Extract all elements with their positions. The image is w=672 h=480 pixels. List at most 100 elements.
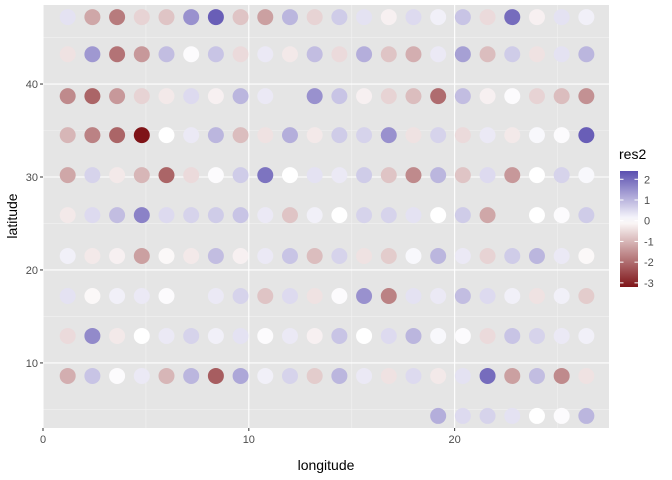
y-tick-label: 30 bbox=[26, 172, 38, 184]
data-point bbox=[578, 46, 595, 63]
data-point bbox=[405, 327, 422, 344]
data-point bbox=[553, 207, 570, 224]
data-point bbox=[356, 88, 373, 105]
data-point bbox=[183, 9, 200, 26]
data-point bbox=[553, 248, 570, 265]
data-point bbox=[454, 88, 471, 105]
data-point bbox=[158, 287, 175, 304]
data-point bbox=[331, 88, 348, 105]
data-point bbox=[380, 367, 397, 384]
data-point bbox=[553, 127, 570, 144]
legend-label: 1 bbox=[644, 195, 650, 207]
data-point bbox=[380, 327, 397, 344]
data-point bbox=[528, 327, 545, 344]
data-point bbox=[331, 367, 348, 384]
data-point bbox=[109, 46, 126, 63]
data-point bbox=[59, 248, 76, 265]
data-point bbox=[281, 9, 298, 26]
data-point bbox=[405, 207, 422, 224]
data-point bbox=[133, 9, 150, 26]
data-point bbox=[306, 46, 323, 63]
legend-title: res2 bbox=[619, 146, 646, 162]
data-point bbox=[109, 127, 126, 144]
y-tick-label: 10 bbox=[26, 358, 38, 370]
data-point bbox=[528, 367, 545, 384]
data-point bbox=[84, 248, 101, 265]
data-point bbox=[553, 167, 570, 184]
data-point bbox=[183, 88, 200, 105]
y-tick-label: 20 bbox=[26, 265, 38, 277]
data-point bbox=[578, 287, 595, 304]
data-point bbox=[109, 9, 126, 26]
data-point bbox=[306, 88, 323, 105]
data-point bbox=[59, 9, 76, 26]
data-point bbox=[133, 367, 150, 384]
data-point bbox=[281, 287, 298, 304]
data-point bbox=[59, 327, 76, 344]
data-point bbox=[232, 248, 249, 265]
data-point bbox=[578, 88, 595, 105]
data-point bbox=[232, 367, 249, 384]
data-point bbox=[454, 327, 471, 344]
data-point bbox=[257, 127, 274, 144]
data-point bbox=[479, 9, 496, 26]
data-point bbox=[479, 88, 496, 105]
data-point bbox=[232, 46, 249, 63]
data-point bbox=[109, 248, 126, 265]
data-point bbox=[257, 88, 274, 105]
data-point bbox=[553, 287, 570, 304]
data-point bbox=[356, 327, 373, 344]
data-point bbox=[430, 248, 447, 265]
data-point bbox=[553, 9, 570, 26]
data-point bbox=[257, 327, 274, 344]
data-point bbox=[504, 287, 521, 304]
data-point bbox=[84, 88, 101, 105]
data-point bbox=[232, 167, 249, 184]
y-tick-label: 40 bbox=[26, 79, 38, 91]
data-point bbox=[84, 127, 101, 144]
data-point bbox=[553, 407, 570, 424]
data-point bbox=[405, 367, 422, 384]
data-point bbox=[504, 127, 521, 144]
data-point bbox=[257, 367, 274, 384]
x-tick-label: 0 bbox=[40, 434, 46, 446]
data-point bbox=[380, 127, 397, 144]
data-point bbox=[380, 287, 397, 304]
data-point bbox=[84, 287, 101, 304]
data-point bbox=[528, 46, 545, 63]
data-point bbox=[183, 207, 200, 224]
data-point bbox=[479, 127, 496, 144]
data-point bbox=[430, 167, 447, 184]
data-point bbox=[84, 46, 101, 63]
data-point bbox=[306, 327, 323, 344]
data-point bbox=[578, 367, 595, 384]
data-point bbox=[183, 248, 200, 265]
data-point bbox=[84, 327, 101, 344]
data-point bbox=[331, 127, 348, 144]
data-point bbox=[331, 167, 348, 184]
data-point bbox=[306, 127, 323, 144]
data-point bbox=[183, 327, 200, 344]
data-point bbox=[430, 88, 447, 105]
data-point bbox=[405, 248, 422, 265]
data-point bbox=[84, 9, 101, 26]
data-point bbox=[380, 9, 397, 26]
data-point bbox=[158, 46, 175, 63]
data-point bbox=[207, 88, 224, 105]
data-point bbox=[207, 9, 224, 26]
data-point bbox=[454, 407, 471, 424]
legend-label: 2 bbox=[644, 174, 650, 186]
data-point bbox=[59, 207, 76, 224]
legend-colorbar bbox=[620, 171, 638, 287]
data-point bbox=[133, 287, 150, 304]
data-point bbox=[232, 88, 249, 105]
data-point bbox=[479, 207, 496, 224]
data-point bbox=[504, 248, 521, 265]
data-point bbox=[504, 167, 521, 184]
data-point bbox=[578, 327, 595, 344]
data-point bbox=[84, 367, 101, 384]
data-point bbox=[454, 9, 471, 26]
data-point bbox=[528, 9, 545, 26]
data-point bbox=[454, 207, 471, 224]
data-point bbox=[133, 248, 150, 265]
